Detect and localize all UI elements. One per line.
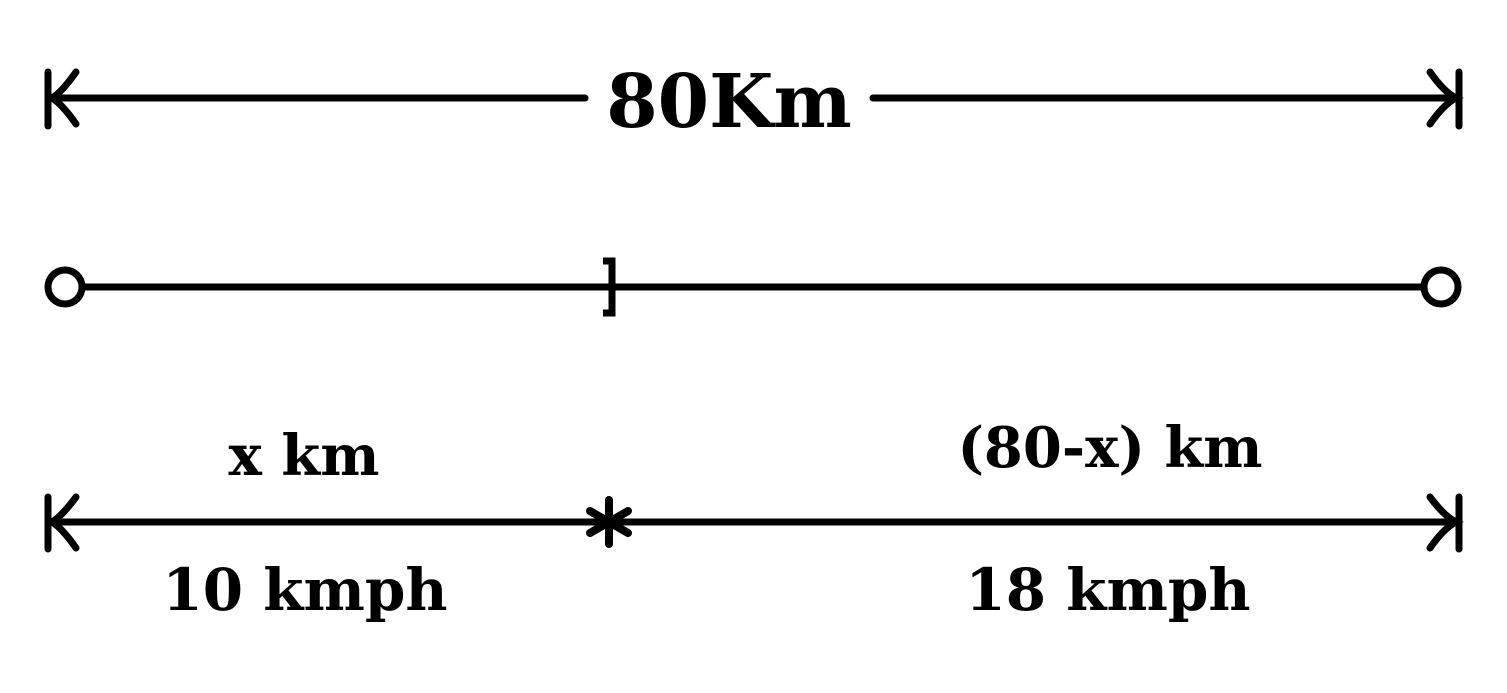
meeting-point-tick — [603, 257, 616, 317]
end-point-circle — [1420, 266, 1462, 308]
right-distance-label: (80-x) km — [957, 415, 1262, 481]
total-left-arrowhead — [45, 68, 80, 128]
route-line — [44, 257, 1462, 317]
start-point-circle — [44, 266, 86, 308]
total-distance-arrow — [44, 68, 1464, 130]
left-distance-label: x km — [229, 423, 380, 489]
right-speed-label: 18 kmph — [965, 556, 1250, 624]
speed-arrow — [44, 493, 1464, 553]
total-distance-label: 80Km — [606, 59, 852, 145]
left-speed-label: 10 kmph — [162, 556, 447, 624]
meeting-point-star — [586, 496, 632, 548]
